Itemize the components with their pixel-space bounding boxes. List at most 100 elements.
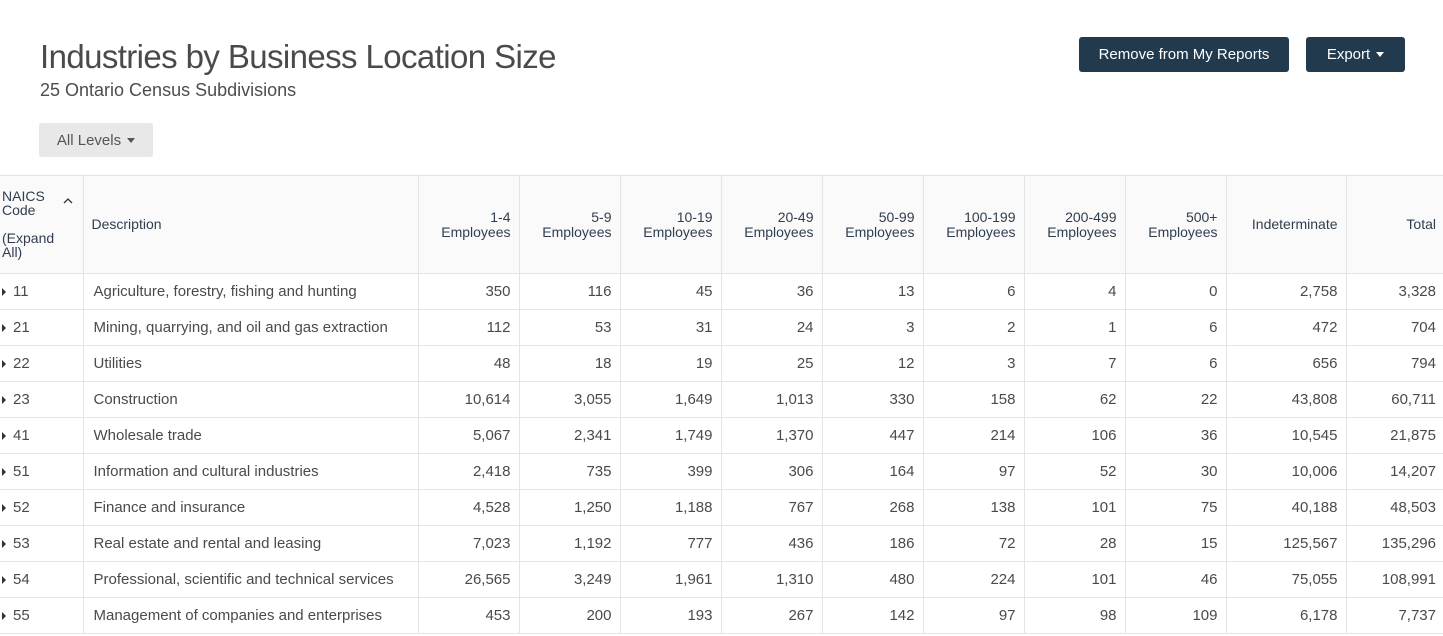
all-levels-dropdown[interactable]: All Levels	[39, 123, 153, 157]
naics-code-cell[interactable]: 55	[0, 597, 84, 634]
table-row[interactable]: 11 Agriculture, forestry, fishing and hun…	[0, 273, 1443, 310]
caret-right-icon[interactable]	[2, 612, 6, 621]
caret-right-icon[interactable]	[2, 540, 6, 549]
caret-right-icon[interactable]	[2, 432, 6, 441]
column-header[interactable]: 100-199 Employees	[923, 175, 1025, 274]
value-cell: 21,875	[1346, 417, 1443, 454]
value-cell: 350	[418, 273, 520, 310]
naics-code-cell[interactable]: 23	[0, 381, 84, 418]
naics-code-cell[interactable]: 51	[0, 453, 84, 490]
value-cell: 62	[1024, 381, 1126, 418]
value-cell: 109	[1125, 597, 1227, 634]
industries-table: NAICS Code (Expand All) Description 1-4 E…	[0, 175, 1443, 634]
caret-right-icon[interactable]	[2, 468, 6, 477]
value-cell: 3,328	[1346, 273, 1443, 310]
naics-code-cell[interactable]: 22	[0, 345, 84, 382]
column-header[interactable]: Indeterminate	[1226, 175, 1347, 274]
value-cell: 22	[1125, 381, 1227, 418]
naics-code-cell[interactable]: 11	[0, 273, 84, 310]
naics-code-cell[interactable]: 21	[0, 309, 84, 346]
column-header-line: Employees	[1148, 223, 1218, 240]
column-header[interactable]: 20-49 Employees	[721, 175, 823, 274]
value-cell: 268	[822, 489, 924, 526]
naics-code-cell[interactable]: 41	[0, 417, 84, 454]
naics-code-cell[interactable]: 52	[0, 489, 84, 526]
export-button[interactable]: Export	[1306, 37, 1405, 72]
table-row[interactable]: 52 Finance and insurance 4,528 1,250 1,188 76…	[0, 489, 1443, 526]
value-cell: 472	[1226, 309, 1347, 346]
column-header[interactable]: 50-99 Employees	[822, 175, 924, 274]
naics-code: 41	[13, 427, 30, 444]
column-header[interactable]: 200-499 Employees	[1024, 175, 1126, 274]
column-header-line: Employees	[744, 223, 814, 240]
value-cell: 60,711	[1346, 381, 1443, 418]
table-row[interactable]: 51 Information and cultural industries 2,4…	[0, 453, 1443, 490]
caret-down-icon	[1376, 52, 1385, 57]
column-header-line: Indeterminate	[1251, 216, 1338, 232]
description-cell: Agriculture, forestry, fishing and hunti…	[83, 273, 419, 310]
column-header[interactable]: 1-4 Employees	[418, 175, 520, 274]
value-cell: 10,006	[1226, 453, 1347, 490]
caret-right-icon[interactable]	[2, 324, 6, 333]
column-header[interactable]: 10-19 Employees	[620, 175, 722, 274]
table-row[interactable]: 41 Wholesale trade 5,067 2,341 1,749 1,370 447…	[0, 417, 1443, 454]
value-cell: 3	[923, 345, 1025, 382]
value-cell: 436	[721, 525, 823, 562]
value-cell: 1,649	[620, 381, 722, 418]
column-header[interactable]: 5-9 Employees	[519, 175, 621, 274]
page-title: Industries by Business Location Size	[40, 38, 556, 75]
naics-code: 52	[13, 499, 30, 516]
table-row[interactable]: 22 Utilities 48 18 19 25 12 3 7 6 656 794	[0, 345, 1443, 382]
value-cell: 1,310	[721, 561, 823, 598]
table-row[interactable]: 21 Mining, quarrying, and oil and gas ext…	[0, 309, 1443, 346]
naics-code-cell[interactable]: 53	[0, 525, 84, 562]
caret-right-icon[interactable]	[2, 576, 6, 585]
value-cell: 4,528	[418, 489, 520, 526]
value-cell: 193	[620, 597, 722, 634]
table-row[interactable]: 53 Real estate and rental and leasing 7,02…	[0, 525, 1443, 562]
column-header-line: Employees	[542, 223, 612, 240]
value-cell: 6	[1125, 345, 1227, 382]
value-cell: 138	[923, 489, 1025, 526]
value-cell: 1	[1024, 309, 1126, 346]
naics-code: 53	[13, 535, 30, 552]
table-row[interactable]: 23 Construction 10,614 3,055 1,649 1,013 330 15…	[0, 381, 1443, 418]
value-cell: 97	[923, 597, 1025, 634]
value-cell: 48,503	[1346, 489, 1443, 526]
value-cell: 1,192	[519, 525, 621, 562]
description-header[interactable]: Description	[83, 175, 419, 274]
caret-right-icon[interactable]	[2, 396, 6, 405]
value-cell: 330	[822, 381, 924, 418]
value-cell: 306	[721, 453, 823, 490]
table-row[interactable]: 55 Management of companies and enterprise…	[0, 597, 1443, 634]
value-cell: 25	[721, 345, 823, 382]
naics-code-header[interactable]: NAICS Code (Expand All)	[0, 175, 84, 274]
caret-right-icon[interactable]	[2, 360, 6, 369]
remove-from-my-reports-button[interactable]: Remove from My Reports	[1079, 37, 1289, 72]
value-cell: 3	[822, 309, 924, 346]
naics-code-cell[interactable]: 54	[0, 561, 84, 598]
table-row[interactable]: 54 Professional, scientific and technical…	[0, 561, 1443, 598]
description-cell: Construction	[83, 381, 419, 418]
column-header[interactable]: Total	[1346, 175, 1443, 274]
value-cell: 0	[1125, 273, 1227, 310]
value-cell: 108,991	[1346, 561, 1443, 598]
page-subtitle: 25 Ontario Census Subdivisions	[40, 80, 297, 100]
caret-right-icon[interactable]	[2, 288, 6, 297]
column-header-line: 1-4	[490, 208, 511, 225]
value-cell: 112	[418, 309, 520, 346]
description-cell: Utilities	[83, 345, 419, 382]
value-cell: 777	[620, 525, 722, 562]
value-cell: 767	[721, 489, 823, 526]
caret-right-icon[interactable]	[2, 504, 6, 513]
column-header-line: 500+	[1185, 208, 1218, 225]
value-cell: 3,055	[519, 381, 621, 418]
chevron-up-icon[interactable]	[63, 196, 73, 206]
expand-all-link[interactable]: (Expand All)	[2, 230, 55, 260]
value-cell: 5,067	[418, 417, 520, 454]
value-cell: 447	[822, 417, 924, 454]
column-header[interactable]: 500+ Employees	[1125, 175, 1227, 274]
value-cell: 98	[1024, 597, 1126, 634]
value-cell: 106	[1024, 417, 1126, 454]
value-cell: 267	[721, 597, 823, 634]
